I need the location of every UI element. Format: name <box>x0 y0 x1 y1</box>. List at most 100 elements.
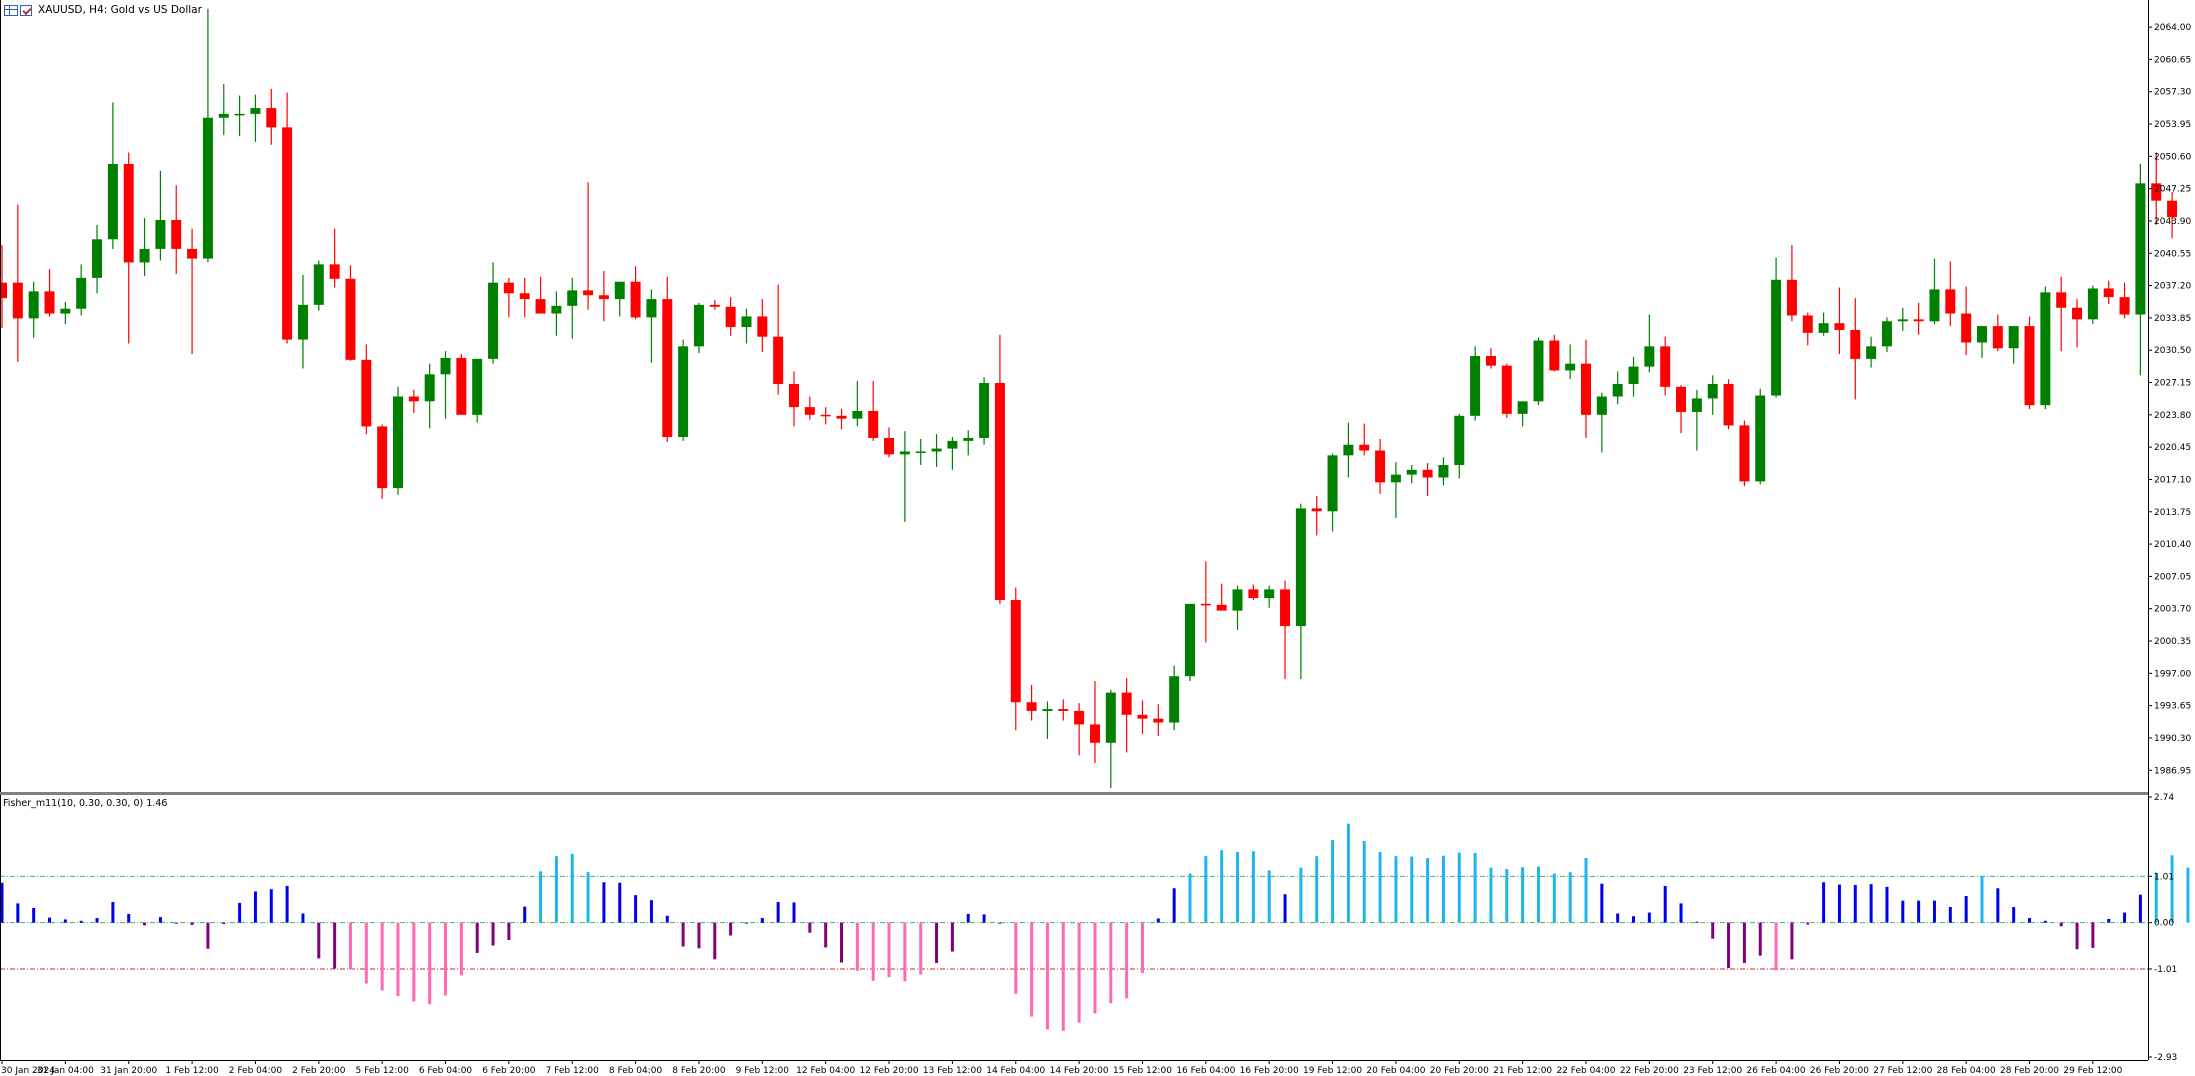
fisher-bar <box>1315 856 1319 923</box>
candle-body <box>2135 183 2146 315</box>
candle-body <box>2072 307 2083 320</box>
candle-body <box>2119 297 2130 315</box>
candle-body <box>2024 326 2035 406</box>
candle-body <box>329 264 340 279</box>
time-tick-label: 22 Feb 04:00 <box>1556 1066 1615 1076</box>
fisher-bar <box>1584 857 1588 923</box>
time-tick-label: 2 Feb 04:00 <box>229 1066 283 1076</box>
candle <box>107 102 118 249</box>
candle-body <box>424 374 435 402</box>
candle <box>884 427 895 458</box>
candle-body <box>92 239 103 278</box>
candle <box>1612 371 1623 405</box>
fisher-bar <box>1536 866 1540 923</box>
candle <box>250 94 261 142</box>
candle-body <box>1454 415 1465 465</box>
candle-body <box>1786 279 1797 316</box>
candle-body <box>202 117 213 259</box>
candle-body <box>1232 589 1243 611</box>
candle-body <box>377 426 388 489</box>
candle-body <box>1881 321 1892 347</box>
candle <box>1089 681 1100 764</box>
candle <box>393 386 403 495</box>
chart-window-icon[interactable] <box>4 4 18 16</box>
candle-body <box>1074 710 1085 725</box>
fisher-bar <box>2154 872 2158 923</box>
fisher-bar <box>1917 900 1921 923</box>
candle-body <box>1390 474 1401 483</box>
candle-body <box>1010 600 1021 703</box>
candle-body <box>44 291 55 314</box>
candle-body <box>1802 315 1813 333</box>
price-tick-label: 2033.85 <box>2154 314 2191 324</box>
price-tick-label: 2057.30 <box>2154 88 2191 98</box>
time-tick-label: 20 Feb 04:00 <box>1366 1066 1425 1076</box>
indicator-pane[interactable] <box>0 823 2195 1031</box>
candle <box>1042 701 1053 739</box>
candle <box>28 281 39 338</box>
price-tick-label: 2020.45 <box>2154 443 2191 453</box>
time-tick-label: 13 Feb 12:00 <box>923 1066 982 1076</box>
fisher-bar <box>1837 884 1841 923</box>
candle <box>282 92 293 344</box>
fisher-bar <box>998 922 1002 924</box>
candle <box>519 277 530 318</box>
candle <box>1200 561 1211 643</box>
price-tick-label: 2010.40 <box>2154 540 2191 550</box>
trade-panel-icon[interactable] <box>20 4 32 16</box>
fisher-bar <box>1426 857 1430 923</box>
fisher-bar <box>380 922 384 991</box>
fisher-bar <box>1632 916 1636 923</box>
time-tick-label: 6 Feb 04:00 <box>419 1066 473 1076</box>
chart-header: XAUUSD, H4: Gold vs US Dollar <box>4 3 202 17</box>
candle-body <box>2087 288 2098 320</box>
fisher-bar <box>808 922 812 933</box>
candle <box>1137 700 1148 735</box>
candle <box>2072 299 2083 348</box>
time-tick-label: 28 Feb 20:00 <box>2000 1066 2059 1076</box>
candle <box>2151 152 2162 225</box>
fisher-bar <box>1489 867 1493 923</box>
candle <box>1280 580 1291 680</box>
candle <box>1945 261 1956 327</box>
fisher-bar <box>1901 900 1905 923</box>
fisher-bar <box>776 902 780 923</box>
candle-body <box>1517 401 1528 414</box>
candle <box>187 228 198 355</box>
price-tick-label: 1993.65 <box>2154 702 2191 712</box>
fisher-bar <box>1822 882 1826 923</box>
fisher-bar <box>665 915 669 923</box>
fisher-bar <box>507 922 511 941</box>
candle-body <box>1485 355 1496 366</box>
fisher-bar <box>459 922 463 976</box>
candle <box>2135 164 2146 376</box>
fisher-bar <box>982 914 986 923</box>
indicator-tick-label: -1.01 <box>2154 965 2177 975</box>
candle <box>171 185 182 275</box>
candle-body <box>1596 396 1607 415</box>
candle-body <box>519 293 530 300</box>
candle <box>1866 336 1877 368</box>
price-pane[interactable] <box>0 8 2178 789</box>
time-tick-label: 14 Feb 04:00 <box>986 1066 1045 1076</box>
price-tick-label: 2053.95 <box>2154 120 2191 130</box>
candle-body <box>535 299 546 314</box>
fisher-bar <box>2123 912 2127 923</box>
fisher-bar <box>2012 907 2016 923</box>
candle <box>297 274 308 369</box>
candle-body <box>979 382 990 438</box>
fisher-bar <box>1711 922 1715 939</box>
candle-body <box>725 306 736 328</box>
time-tick-label: 12 Feb 20:00 <box>860 1066 919 1076</box>
candle-body <box>1137 714 1148 719</box>
candle <box>1786 245 1797 322</box>
fisher-bar <box>444 922 448 996</box>
candle <box>155 170 166 261</box>
candle <box>1913 302 1924 335</box>
candle-body <box>472 358 483 415</box>
candle-body <box>1295 508 1306 627</box>
price-tick-label: 2064.00 <box>2154 23 2191 33</box>
fisher-bar <box>1093 922 1097 1014</box>
candle-body <box>551 305 562 314</box>
